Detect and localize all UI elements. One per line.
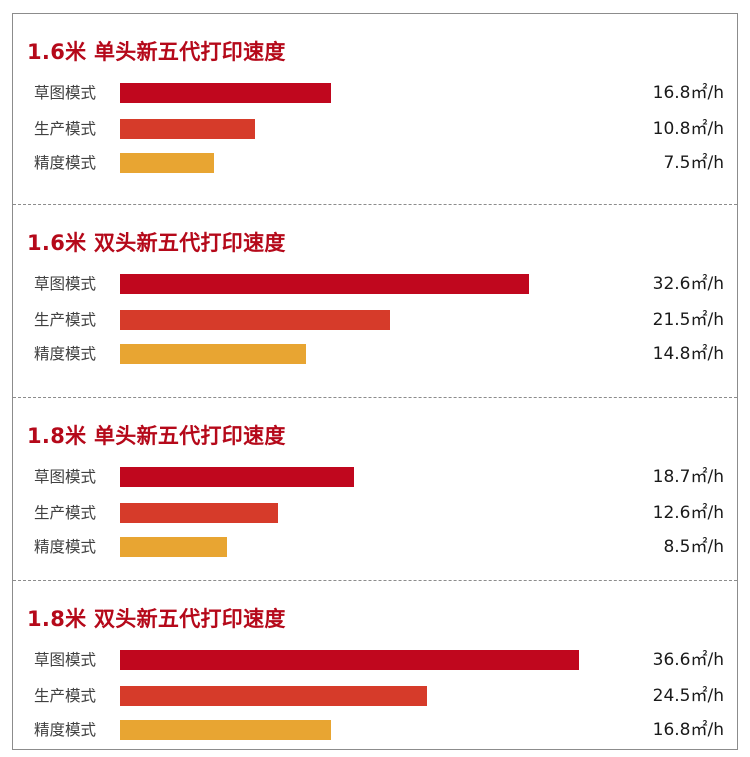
bar-row: 生产模式 24.5㎡/h bbox=[13, 685, 737, 707]
bar-row: 草图模式 18.7㎡/h bbox=[13, 466, 737, 488]
category-label: 草图模式 bbox=[34, 275, 97, 293]
value-label: 16.8㎡/h bbox=[652, 83, 724, 103]
value-label: 18.7㎡/h bbox=[652, 467, 724, 487]
panel-title: 1.6米 单头新五代打印速度 bbox=[27, 40, 286, 64]
bar-track bbox=[120, 686, 609, 706]
bar-track bbox=[120, 274, 609, 294]
value-label: 12.6㎡/h bbox=[652, 503, 724, 523]
panel-title: 1.6米 双头新五代打印速度 bbox=[27, 231, 286, 255]
bar-row: 草图模式 32.6㎡/h bbox=[13, 273, 737, 295]
category-label: 精度模式 bbox=[34, 538, 97, 556]
category-label: 生产模式 bbox=[34, 504, 97, 522]
bar-track bbox=[120, 119, 609, 139]
value-label: 24.5㎡/h bbox=[652, 686, 724, 706]
bar-row: 精度模式 14.8㎡/h bbox=[13, 343, 737, 365]
value-label: 16.8㎡/h bbox=[652, 720, 724, 740]
value-label: 14.8㎡/h bbox=[652, 344, 724, 364]
bar-row: 生产模式 12.6㎡/h bbox=[13, 502, 737, 524]
category-label: 精度模式 bbox=[34, 721, 97, 739]
bar-row: 草图模式 36.6㎡/h bbox=[13, 649, 737, 671]
value-label: 8.5㎡/h bbox=[663, 537, 724, 557]
bar bbox=[120, 503, 278, 523]
bar-row: 精度模式 8.5㎡/h bbox=[13, 536, 737, 558]
category-label: 精度模式 bbox=[34, 345, 97, 363]
category-label: 生产模式 bbox=[34, 687, 97, 705]
bar bbox=[120, 83, 331, 103]
bar bbox=[120, 310, 390, 330]
bar-row: 精度模式 16.8㎡/h bbox=[13, 719, 737, 741]
bar bbox=[120, 274, 529, 294]
bar-track bbox=[120, 650, 609, 670]
bar-track bbox=[120, 537, 609, 557]
panel-title: 1.8米 双头新五代打印速度 bbox=[27, 607, 286, 631]
panel-separator bbox=[13, 397, 737, 398]
bar-track bbox=[120, 83, 609, 103]
value-label: 36.6㎡/h bbox=[652, 650, 724, 670]
bar bbox=[120, 686, 427, 706]
category-label: 生产模式 bbox=[34, 311, 97, 329]
bar bbox=[120, 344, 306, 364]
bar bbox=[120, 153, 214, 173]
panel-title: 1.8米 单头新五代打印速度 bbox=[27, 424, 286, 448]
panel-separator bbox=[13, 204, 737, 205]
value-label: 10.8㎡/h bbox=[652, 119, 724, 139]
bar-track bbox=[120, 153, 609, 173]
bar bbox=[120, 537, 227, 557]
bar-track bbox=[120, 467, 609, 487]
category-label: 生产模式 bbox=[34, 120, 97, 138]
bar bbox=[120, 119, 255, 139]
bar bbox=[120, 650, 579, 670]
chart-frame: 1.6米 单头新五代打印速度草图模式 16.8㎡/h 生产模式 10.8㎡/h 精度模式… bbox=[12, 13, 738, 750]
category-label: 精度模式 bbox=[34, 154, 97, 172]
bar-track bbox=[120, 720, 609, 740]
category-label: 草图模式 bbox=[34, 651, 97, 669]
bar-track bbox=[120, 503, 609, 523]
category-label: 草图模式 bbox=[34, 84, 97, 102]
bar-track bbox=[120, 344, 609, 364]
value-label: 32.6㎡/h bbox=[652, 274, 724, 294]
category-label: 草图模式 bbox=[34, 468, 97, 486]
bar-row: 生产模式 10.8㎡/h bbox=[13, 118, 737, 140]
bar-row: 生产模式 21.5㎡/h bbox=[13, 309, 737, 331]
value-label: 21.5㎡/h bbox=[652, 310, 724, 330]
panel-separator bbox=[13, 580, 737, 581]
bar-row: 草图模式 16.8㎡/h bbox=[13, 82, 737, 104]
value-label: 7.5㎡/h bbox=[663, 153, 724, 173]
bar bbox=[120, 720, 331, 740]
bar-track bbox=[120, 310, 609, 330]
bar-row: 精度模式 7.5㎡/h bbox=[13, 152, 737, 174]
bar bbox=[120, 467, 354, 487]
